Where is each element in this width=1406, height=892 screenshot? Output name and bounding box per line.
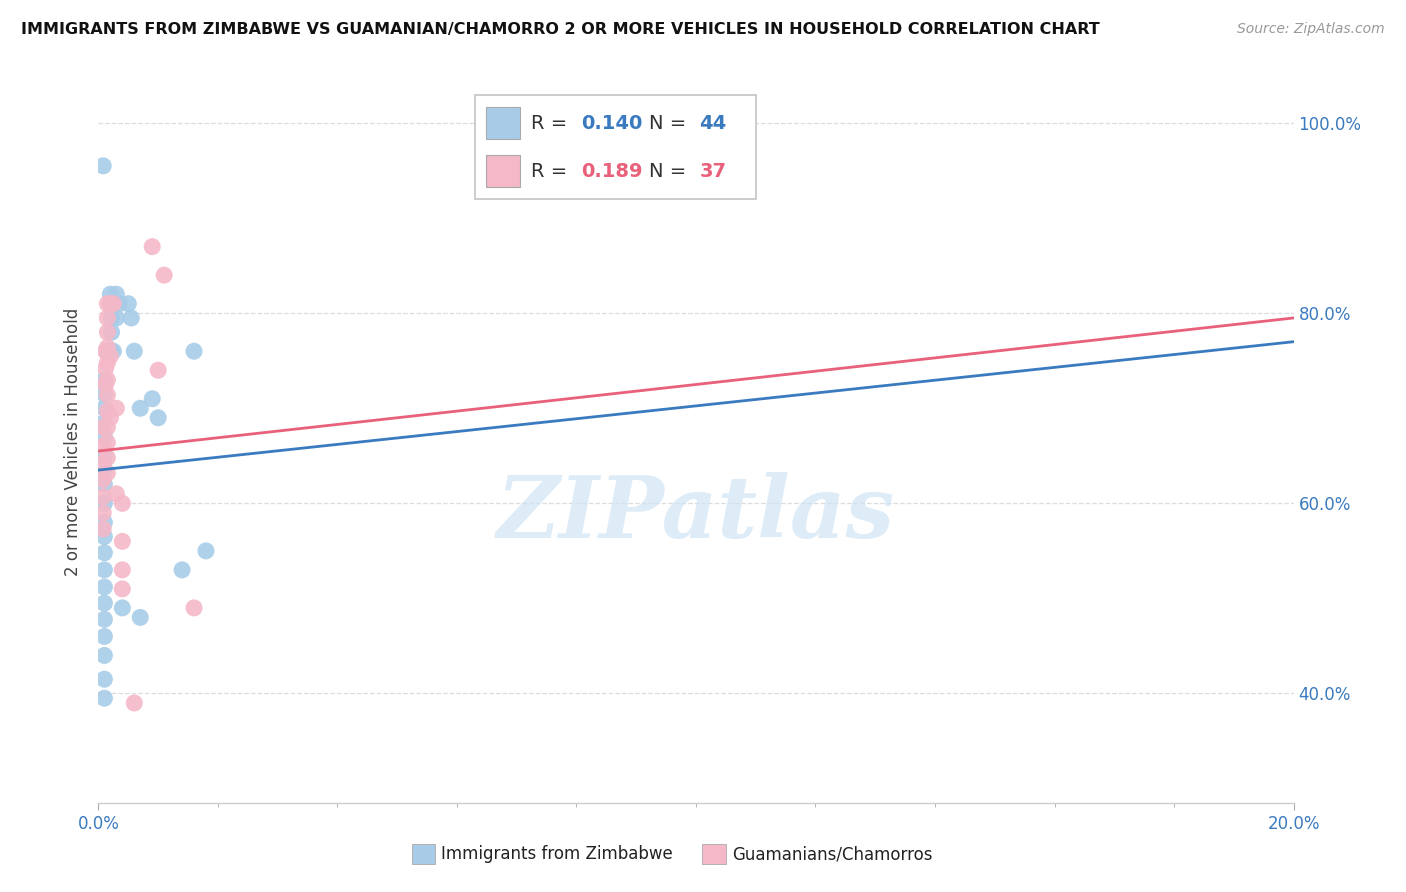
Point <box>96 388 118 402</box>
Point <box>96 344 118 359</box>
Text: IMMIGRANTS FROM ZIMBABWE VS GUAMANIAN/CHAMORRO 2 OR MORE VEHICLES IN HOUSEHOLD C: IMMIGRANTS FROM ZIMBABWE VS GUAMANIAN/CH… <box>21 22 1099 37</box>
Point <box>94 377 117 392</box>
Point <box>93 463 115 477</box>
Point <box>91 439 114 453</box>
Point <box>98 410 122 425</box>
Point <box>93 648 115 663</box>
Point <box>96 420 118 434</box>
Point <box>105 401 128 416</box>
Point <box>96 296 118 310</box>
Point <box>148 410 170 425</box>
FancyBboxPatch shape <box>702 844 725 864</box>
Point <box>183 601 205 615</box>
Point <box>98 296 122 310</box>
Point <box>111 534 134 549</box>
Point <box>91 420 114 434</box>
Point <box>93 449 115 463</box>
Point <box>100 296 122 310</box>
Point <box>93 672 115 686</box>
Point <box>91 506 114 520</box>
Point <box>105 310 128 325</box>
Point <box>103 296 125 310</box>
Point <box>172 563 194 577</box>
Point <box>93 496 115 510</box>
Point <box>96 450 118 465</box>
Point <box>96 373 118 387</box>
Point <box>100 344 122 359</box>
Point <box>98 349 122 363</box>
Point <box>141 240 163 254</box>
Point <box>93 373 115 387</box>
Point <box>93 530 115 544</box>
Point <box>91 159 114 173</box>
Point <box>93 416 115 430</box>
Point <box>93 430 115 444</box>
Point <box>195 544 218 558</box>
Point <box>93 691 115 706</box>
Point <box>94 361 117 376</box>
Point <box>124 696 146 710</box>
Point <box>96 404 118 418</box>
Point <box>96 310 118 325</box>
Point <box>117 296 139 310</box>
Point <box>98 344 122 359</box>
Point <box>124 344 146 359</box>
Point <box>148 363 170 377</box>
Text: Guamanians/Chamorros: Guamanians/Chamorros <box>733 845 932 863</box>
Point <box>93 401 115 416</box>
Point <box>111 496 134 510</box>
Point <box>105 287 128 301</box>
Point <box>91 457 114 471</box>
Point <box>100 310 122 325</box>
Point <box>141 392 163 406</box>
FancyBboxPatch shape <box>412 844 436 864</box>
Point <box>153 268 176 282</box>
Point <box>111 582 134 596</box>
Point <box>98 287 122 301</box>
Point <box>91 522 114 536</box>
Y-axis label: 2 or more Vehicles in Household: 2 or more Vehicles in Household <box>65 308 83 575</box>
Point <box>93 477 115 491</box>
Point <box>96 466 118 480</box>
Point <box>93 629 115 643</box>
Point <box>96 356 118 370</box>
Point <box>103 296 125 310</box>
Point <box>103 344 125 359</box>
Point <box>93 580 115 594</box>
Point <box>93 546 115 560</box>
Point <box>94 344 117 359</box>
Point <box>183 344 205 359</box>
Point <box>91 490 114 504</box>
Point <box>93 563 115 577</box>
Text: ZIPatlas: ZIPatlas <box>496 472 896 556</box>
Point <box>96 325 118 339</box>
Point <box>93 516 115 530</box>
Point <box>111 563 134 577</box>
Text: Source: ZipAtlas.com: Source: ZipAtlas.com <box>1237 22 1385 37</box>
Point <box>93 596 115 610</box>
Point <box>96 340 118 354</box>
Point <box>96 435 118 450</box>
Point <box>91 473 114 487</box>
Point <box>111 601 134 615</box>
Point <box>93 387 115 401</box>
Point <box>108 296 131 310</box>
Text: Immigrants from Zimbabwe: Immigrants from Zimbabwe <box>441 845 673 863</box>
Point <box>100 325 122 339</box>
Point <box>129 610 152 624</box>
Point <box>120 310 142 325</box>
Point <box>93 612 115 626</box>
Point <box>105 487 128 501</box>
Point <box>129 401 152 416</box>
